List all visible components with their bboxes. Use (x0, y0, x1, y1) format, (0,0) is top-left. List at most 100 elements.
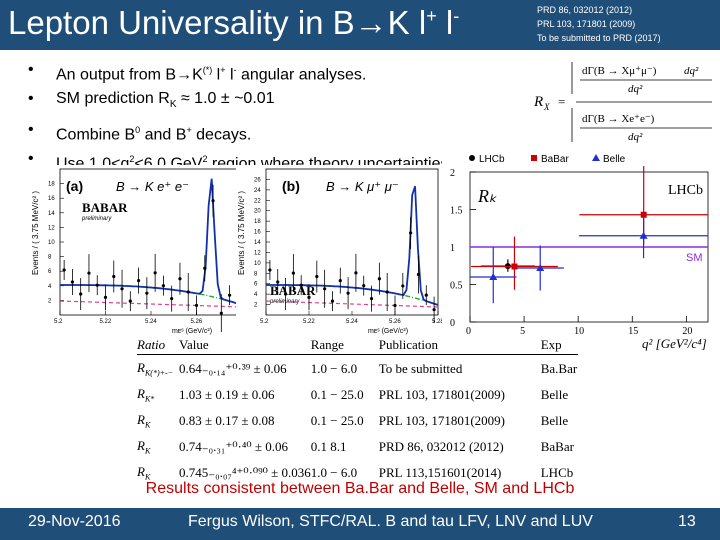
x-tick-label: 5.26 (191, 319, 203, 325)
rk-annotation: LHCb (668, 183, 703, 198)
table-row: RK 0.83 ± 0.17 ± 0.08 0.1 − 25.0 PRL 103, … (137, 412, 569, 430)
background-curve (266, 284, 439, 306)
y-tick-label: 8 (48, 255, 52, 261)
data-point (291, 271, 295, 275)
x-axis-label: mᴇˢ (GeV/c²) (368, 328, 408, 335)
data-point (79, 292, 83, 296)
rk-x-tick: 10 (574, 326, 584, 337)
col-ratio: Ratio (137, 337, 166, 352)
data-point (338, 279, 342, 283)
y-tick-label: 12 (48, 225, 55, 231)
data-point (128, 299, 132, 303)
legend-label: Belle (603, 154, 626, 165)
conclusion-caption: Results consistent between Ba.Bar and Be… (145, 480, 575, 497)
rk-point-belle (536, 264, 545, 271)
rk-x-tick: 15 (628, 326, 638, 337)
data-point (70, 280, 75, 284)
data-point (409, 231, 413, 235)
y-tick-label: 26 (254, 177, 261, 183)
formula-numerator: dΓ(B → Xμ⁺μ⁻) (582, 65, 657, 77)
data-point (346, 291, 350, 295)
data-point (194, 303, 199, 308)
rk-x-tick: 5 (520, 326, 525, 337)
x-tick-label: 5.24 (346, 319, 358, 325)
legend-marker (469, 155, 475, 161)
rk-y-tick: 0 (450, 318, 455, 329)
data-point (385, 290, 389, 294)
data-point (432, 308, 436, 312)
plot-b-label: (b) (282, 178, 300, 194)
y-tick-label: 18 (48, 182, 55, 188)
babar-plot-b: Events / ( 3.75 MeV/c² ) (b) B → K μ⁺ μ⁻… (236, 165, 442, 335)
reference-list: PRD 86, 032012 (2012) PRL 103, 171801 (2… (537, 3, 661, 45)
y-tick-label: 4 (254, 292, 258, 298)
total-fit-curve (266, 186, 439, 306)
table-row: RK 0.74₋₀.₃₁⁺⁰·⁴⁰ ± 0.06 0.1 8.1 PRD 86, 0… (137, 438, 574, 456)
svg-text:dq²: dq² (628, 131, 643, 143)
peaking-curve (265, 300, 439, 308)
formula-lhs-sub: X (543, 102, 550, 112)
plot-b-ylabel: Events / ( 3.75 MeV/c² ) (237, 191, 246, 275)
footer-bar (0, 508, 720, 540)
y-tick-label: 16 (254, 230, 261, 236)
rx-formula: R X = dΓ(B → Xμ⁺μ⁻) dq² dq² dΓ(B → Xe⁺e⁻… (533, 62, 712, 143)
legend-label: LHCb (479, 154, 505, 165)
plot-a-logo: BABAR (82, 200, 128, 215)
data-point (369, 297, 374, 301)
data-point (219, 311, 223, 315)
plot-a-decay: B → K e⁺ e⁻ (116, 179, 189, 194)
legend-label: BaBar (541, 154, 569, 165)
page-number: 13 (678, 513, 696, 530)
data-point (227, 293, 232, 297)
sm-label: SM (686, 252, 703, 264)
rk-xlabel: q² [GeV²/c⁴] (642, 336, 707, 351)
bullet-item: An output from B→K(*) l+ l- angular anal… (28, 58, 530, 87)
rk-x-tick: 20 (682, 326, 692, 337)
data-point (178, 277, 182, 281)
data-point (276, 280, 280, 284)
data-point (330, 299, 335, 303)
x-axis-label: mᴇˢ (GeV/c²) (172, 328, 212, 335)
y-tick-label: 2 (48, 298, 52, 304)
legend-marker (531, 155, 537, 161)
data-point (424, 293, 428, 297)
data-point (203, 266, 207, 270)
babar-plot-a: Events / ( 3.75 MeV/c² ) (a) B → K e⁺ e⁻… (30, 165, 248, 335)
rk-y-tick: 1.5 (450, 206, 463, 217)
data-point (136, 279, 141, 283)
y-tick-label: 6 (48, 269, 52, 275)
col-range: Range (310, 337, 344, 352)
formula-lhs: R (533, 94, 543, 110)
plot-b-decay: B → K μ⁺ μ⁻ (326, 179, 399, 194)
x-tick-label: 5.2 (54, 319, 63, 325)
svg-text:dq²: dq² (628, 83, 643, 95)
rk-point-belle (639, 231, 648, 239)
x-tick-label: 5.26 (389, 319, 401, 325)
data-point (112, 274, 116, 279)
table-row: RK 0.745₋₀.₀₇⁴⁺⁰·⁰⁹⁰ ± 0.036 1.0 − 6.0 PRL… (137, 464, 574, 482)
data-point (299, 283, 303, 287)
x-tick-label: 5.2 (260, 319, 269, 325)
svg-text:dq²: dq² (684, 65, 699, 77)
reference-2: PRL 103, 171801 (2009) (537, 19, 636, 29)
results-table: Ratio Value Range Publication Exp RK(*)+… (137, 334, 591, 486)
y-tick-label: 6 (254, 282, 258, 288)
rk-y-tick: 0.5 (450, 281, 463, 292)
data-point (95, 283, 99, 287)
data-point (283, 292, 288, 296)
rk-y-tick: 1 (450, 243, 455, 254)
y-tick-label: 14 (48, 211, 55, 217)
table-header-rule (137, 354, 578, 355)
reference-3: To be submitted to PRD (2017) (537, 33, 661, 43)
svg-text:=: = (558, 94, 565, 109)
data-point (87, 271, 91, 275)
x-tick-label: 5.24 (145, 319, 157, 325)
data-point (120, 287, 124, 291)
title-bar (0, 0, 720, 50)
col-exp: Exp (540, 337, 562, 352)
rk-point-babar (511, 263, 518, 270)
data-point (323, 287, 327, 291)
data-point (362, 284, 366, 288)
x-tick-label: 5.22 (100, 319, 112, 325)
data-point (211, 199, 215, 203)
